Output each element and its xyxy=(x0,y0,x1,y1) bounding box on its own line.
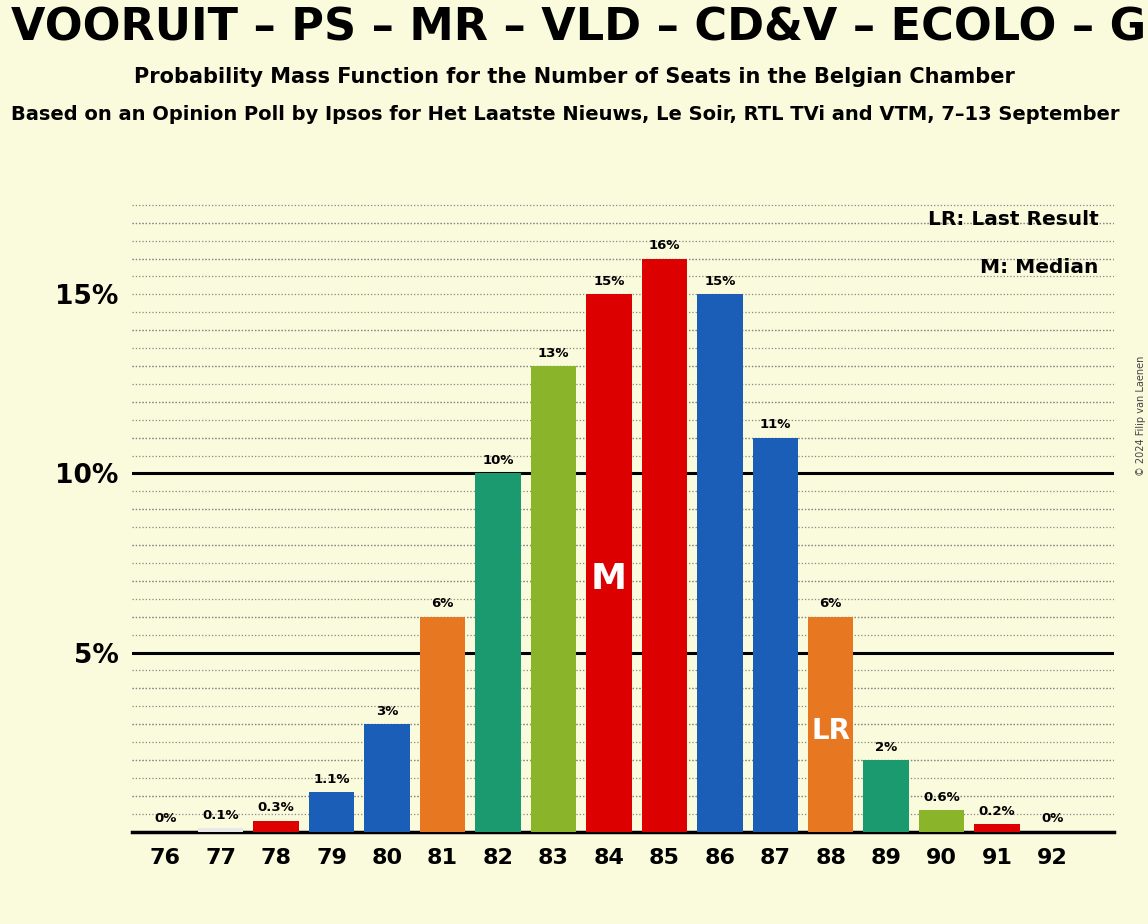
Bar xyxy=(753,438,798,832)
Bar xyxy=(197,828,243,832)
Text: 3%: 3% xyxy=(375,705,398,718)
Text: 1.1%: 1.1% xyxy=(313,772,350,785)
Text: 11%: 11% xyxy=(760,419,791,432)
Text: 0.1%: 0.1% xyxy=(202,808,239,821)
Text: 15%: 15% xyxy=(594,274,625,288)
Text: 13%: 13% xyxy=(537,346,569,359)
Bar xyxy=(808,616,853,832)
Bar xyxy=(530,366,576,832)
Text: 0%: 0% xyxy=(1041,812,1064,825)
Bar xyxy=(863,760,909,832)
Text: 6%: 6% xyxy=(820,597,841,610)
Text: LR: Last Result: LR: Last Result xyxy=(928,210,1099,229)
Bar xyxy=(642,259,688,832)
Bar xyxy=(697,295,743,832)
Text: VOORUIT – PS – MR – VLD – CD&V – ECOLO – GROEN: VOORUIT – PS – MR – VLD – CD&V – ECOLO –… xyxy=(11,6,1148,50)
Text: 10%: 10% xyxy=(482,454,514,467)
Text: © 2024 Filip van Laenen: © 2024 Filip van Laenen xyxy=(1135,356,1146,476)
Bar xyxy=(587,295,631,832)
Text: 0.2%: 0.2% xyxy=(979,805,1016,818)
Text: M: M xyxy=(591,562,627,596)
Bar xyxy=(364,724,410,832)
Text: 2%: 2% xyxy=(875,740,898,753)
Bar xyxy=(918,810,964,832)
Text: 6%: 6% xyxy=(432,597,453,610)
Bar xyxy=(420,616,465,832)
Text: LR: LR xyxy=(812,717,851,745)
Text: Based on an Opinion Poll by Ipsos for Het Laatste Nieuws, Le Soir, RTL TVi and V: Based on an Opinion Poll by Ipsos for He… xyxy=(11,105,1120,125)
Bar xyxy=(254,821,298,832)
Text: 0.6%: 0.6% xyxy=(923,791,960,804)
Text: M: Median: M: Median xyxy=(980,258,1099,277)
Text: 16%: 16% xyxy=(649,239,680,252)
Bar xyxy=(475,473,521,832)
Bar xyxy=(309,792,355,832)
Bar xyxy=(975,824,1019,832)
Text: 0%: 0% xyxy=(154,812,177,825)
Text: Probability Mass Function for the Number of Seats in the Belgian Chamber: Probability Mass Function for the Number… xyxy=(133,67,1015,87)
Text: 0.3%: 0.3% xyxy=(258,801,295,814)
Text: 15%: 15% xyxy=(704,274,736,288)
